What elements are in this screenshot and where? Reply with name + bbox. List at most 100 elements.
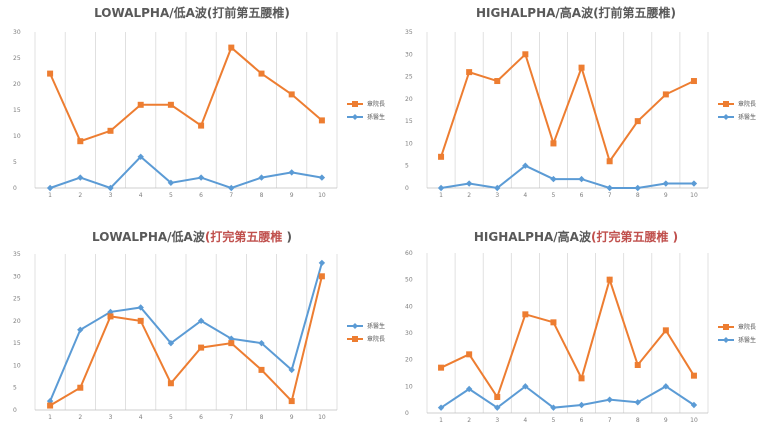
y-tick-label: 5 <box>13 159 17 166</box>
y-tick-label: 10 <box>13 133 21 140</box>
x-tick-label: 5 <box>552 417 556 424</box>
legend-label: 孫醫生 <box>367 322 385 330</box>
data-point <box>465 385 473 393</box>
y-tick-label: 30 <box>13 29 21 36</box>
data-point <box>167 380 174 387</box>
data-point <box>318 174 326 181</box>
data-point <box>228 184 235 192</box>
data-point <box>522 383 529 390</box>
data-point <box>197 174 205 181</box>
data-point <box>578 375 585 382</box>
x-tick-label: 9 <box>664 192 668 199</box>
data-point <box>466 351 473 358</box>
data-point <box>494 78 501 85</box>
legend-marker <box>723 337 729 343</box>
y-tick-label: 10 <box>405 140 413 147</box>
x-tick-label: 5 <box>169 414 173 421</box>
x-tick-label: 3 <box>109 414 113 421</box>
y-tick-label: 20 <box>405 357 413 364</box>
series-line <box>440 385 695 409</box>
x-tick-label: 4 <box>139 192 143 199</box>
data-point <box>258 70 265 77</box>
data-point <box>288 398 295 405</box>
chart-low-alpha-before: LOWALPHA/低A波(打前第五腰椎) 0 5 10 15 20 25 30 1 2 3 4 5 6 7… <box>0 4 385 210</box>
data-point <box>197 317 205 325</box>
y-tick-label: 40 <box>405 303 413 310</box>
x-tick-label: 5 <box>552 192 556 199</box>
data-point <box>606 396 613 403</box>
x-tick-label: 2 <box>78 192 82 199</box>
x-tick-label: 7 <box>229 192 233 199</box>
x-tick-label: 4 <box>139 414 143 421</box>
data-point <box>318 273 325 280</box>
data-point <box>578 64 585 71</box>
data-point <box>107 313 114 320</box>
x-tick-label: 9 <box>664 417 668 424</box>
data-point <box>606 184 613 192</box>
x-tick-label: 6 <box>580 192 584 199</box>
legend-label: 孫醫生 <box>738 336 756 344</box>
data-point <box>288 169 295 176</box>
chart-title: LOWALPHA/低A波(打完第五腰椎 ) <box>91 230 292 244</box>
x-tick-label: 4 <box>523 192 527 199</box>
x-tick-label: 10 <box>318 192 326 199</box>
y-tick-label: 30 <box>13 273 21 280</box>
legend-label: 章院長 <box>738 323 756 331</box>
y-tick-label: 15 <box>13 107 21 114</box>
series-line <box>49 262 323 402</box>
data-point <box>634 184 641 192</box>
x-tick-label: 10 <box>690 417 698 424</box>
data-point <box>228 44 235 51</box>
y-tick-label: 20 <box>405 96 413 103</box>
data-point <box>137 153 144 160</box>
x-tick-label: 6 <box>199 414 203 421</box>
data-point <box>77 326 84 333</box>
series-line <box>440 164 694 190</box>
data-point <box>662 91 669 98</box>
data-point <box>437 404 445 411</box>
data-point <box>550 175 557 183</box>
x-tick-label: 10 <box>690 192 698 199</box>
data-point <box>634 118 641 125</box>
data-point <box>77 384 84 391</box>
x-tick-label: 9 <box>290 414 294 421</box>
series-line <box>440 52 695 164</box>
legend-marker <box>352 336 358 342</box>
chart-high-alpha-before: HIGHALPHA/高A波(打前第五腰椎) 0 5 10 15 20 25 30 35 1 2 3 4… <box>384 4 768 210</box>
data-point <box>107 127 114 134</box>
data-point <box>47 402 54 409</box>
legend-marker <box>723 324 729 330</box>
y-tick-label: 5 <box>405 163 409 170</box>
chart-title: HIGHALPHA/高A波(打完第五腰椎 ) <box>473 230 679 244</box>
legend-marker <box>723 101 729 107</box>
x-tick-label: 10 <box>318 414 326 421</box>
y-tick-label: 20 <box>13 81 21 88</box>
data-point <box>494 394 501 400</box>
chart-title: LOWALPHA/低A波(打前第五腰椎) <box>94 6 290 20</box>
data-point <box>606 158 613 165</box>
data-point <box>258 339 265 347</box>
data-point <box>690 372 697 379</box>
data-point <box>107 184 114 192</box>
y-tick-label: 25 <box>13 296 21 303</box>
data-point <box>137 304 144 311</box>
y-tick-label: 0 <box>13 407 17 414</box>
data-point <box>662 180 670 187</box>
data-point <box>137 317 144 324</box>
data-point <box>167 179 175 186</box>
legend-marker <box>352 101 358 107</box>
y-tick-label: 25 <box>13 55 21 62</box>
legend-label: 章院長 <box>367 100 385 108</box>
x-tick-label: 8 <box>260 414 264 421</box>
x-tick-label: 3 <box>495 417 499 424</box>
y-tick-label: 20 <box>13 318 21 325</box>
data-point <box>47 70 54 77</box>
data-point <box>690 78 697 85</box>
x-tick-label: 1 <box>48 414 52 421</box>
series-line <box>440 276 695 400</box>
y-tick-label: 5 <box>13 385 17 392</box>
data-point <box>438 153 445 160</box>
data-point <box>258 366 265 373</box>
y-tick-label: 10 <box>405 383 413 390</box>
